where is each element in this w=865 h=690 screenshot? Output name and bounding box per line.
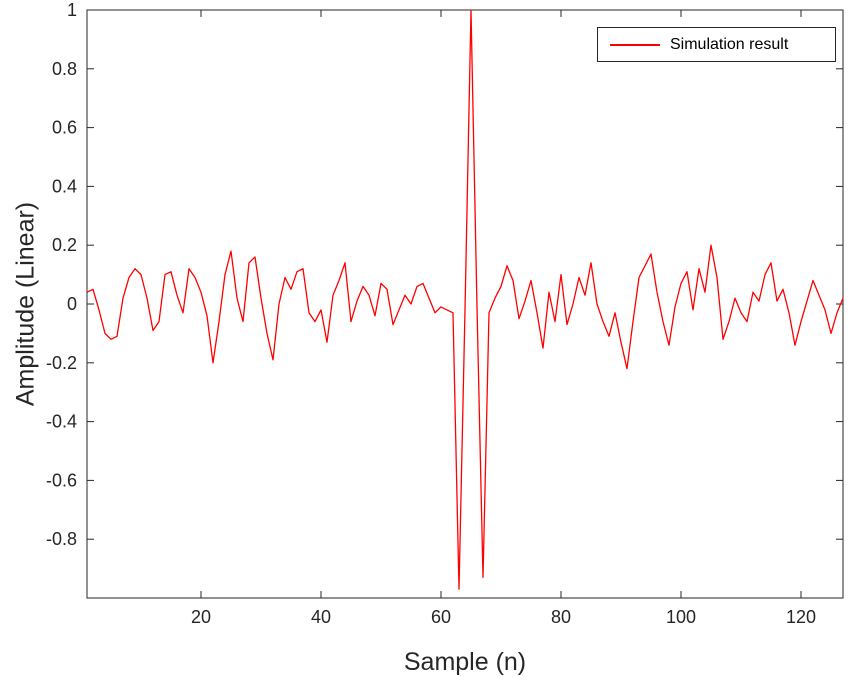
y-axis-label: Amplitude (Linear) [11, 201, 40, 407]
legend: Simulation result [597, 27, 836, 62]
y-tick-label: -0.6 [46, 470, 77, 490]
x-tick-label: 40 [311, 607, 331, 627]
y-tick-label: -0.8 [46, 529, 77, 549]
y-tick-label: 0 [67, 294, 77, 314]
y-tick-label: -0.2 [46, 353, 77, 373]
y-tick-label: 0.2 [52, 235, 77, 255]
y-tick-label: 0.4 [52, 176, 77, 196]
x-tick-label: 60 [431, 607, 451, 627]
y-tick-label: 0.6 [52, 118, 77, 138]
legend-label: Simulation result [670, 35, 789, 53]
series-line-simulation-result [86, 9, 844, 590]
x-tick-label: 100 [666, 607, 696, 627]
x-tick-label: 80 [551, 607, 571, 627]
y-tick-label: 0.8 [52, 59, 77, 79]
legend-line-sample [610, 43, 660, 46]
y-tick-label: -0.4 [46, 412, 77, 432]
x-axis-label: Sample (n) [403, 648, 527, 676]
x-tick-label: 120 [786, 607, 816, 627]
x-tick-label: 20 [191, 607, 211, 627]
y-tick-label: 1 [67, 0, 77, 20]
